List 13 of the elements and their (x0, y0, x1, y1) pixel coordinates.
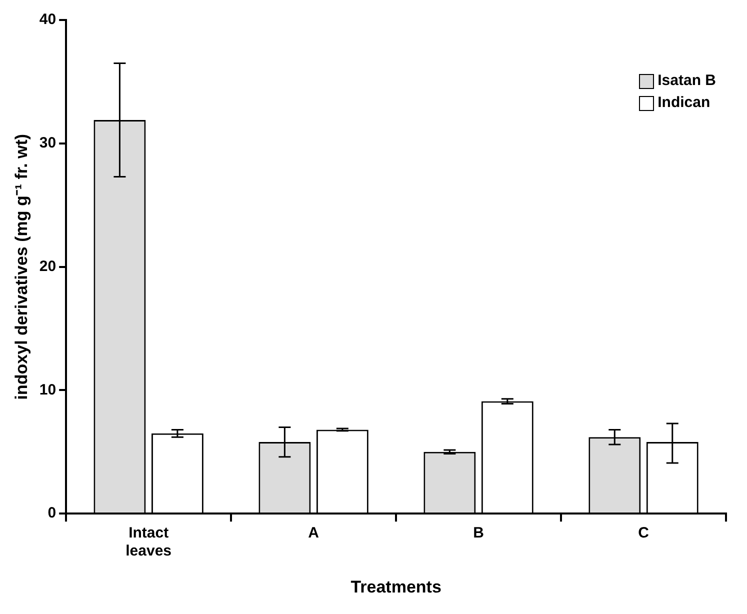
x-axis-title: Treatments (350, 577, 442, 596)
y-tick-label: 30 (39, 134, 56, 152)
y-tick-label: 20 (39, 258, 56, 275)
y-axis-title: indoxyl derivatives (mg g⁻¹ fr. wt) (12, 134, 31, 400)
y-tick-label: 10 (39, 381, 56, 398)
x-tick-label: A (308, 524, 320, 542)
x-tick-label: Intact leaves (126, 524, 172, 560)
x-tick-label: C (638, 524, 650, 542)
y-tick-label: 40 (39, 11, 56, 28)
y-tick-label: 0 (48, 504, 56, 522)
x-tick-label: B (473, 524, 484, 542)
text: Indican (658, 93, 710, 113)
legend-label: Isatan B (658, 71, 716, 91)
